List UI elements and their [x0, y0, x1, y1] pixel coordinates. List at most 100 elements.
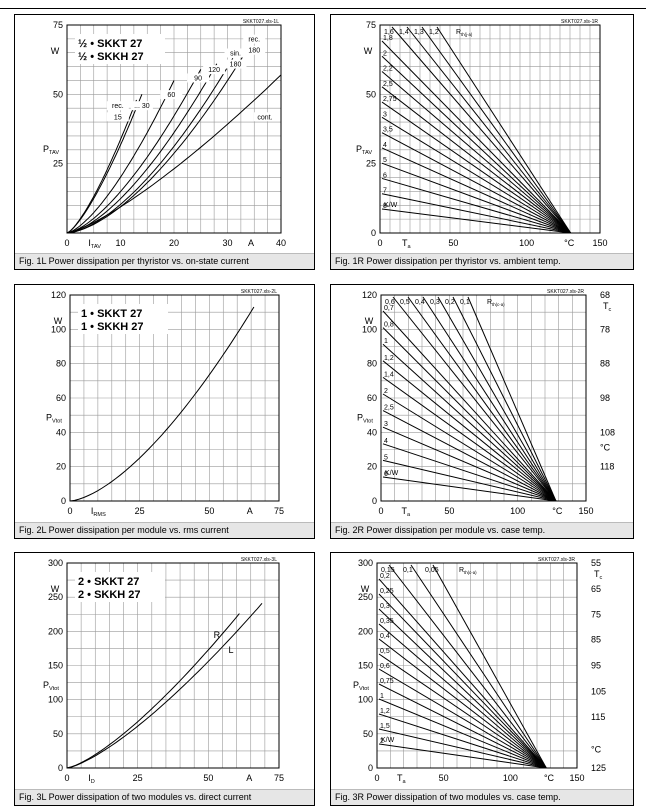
right-tick-label: 55	[591, 558, 601, 568]
right-tick-label: 75	[591, 609, 601, 619]
rth-unit: K/W	[385, 470, 399, 477]
rth-label: 1,5	[380, 723, 390, 730]
y-tick-label: 75	[366, 20, 376, 30]
chart-code: SKKT027.xls-3R	[538, 557, 575, 563]
rth-label: 6	[384, 471, 388, 478]
x-tick-label: 40	[276, 238, 286, 248]
y-tick-label: 150	[358, 661, 373, 671]
y-axis-label-main: P	[357, 413, 363, 423]
legend-entry: 2 • SKKH 27	[78, 589, 141, 601]
x-axis-label: Ta	[397, 773, 407, 785]
rth-label: 1	[384, 338, 388, 345]
rth-label: 0,7	[384, 305, 394, 312]
rth-line	[381, 193, 571, 234]
rth-line	[452, 296, 557, 502]
rth-axis-label-main: R	[459, 567, 464, 574]
right-axis-label-main: T	[603, 301, 609, 311]
chart-3L-svg: SKKT027.xls-3L 0 50 100 150 200 250 300 0 25 50 75 W…	[43, 557, 284, 785]
rth-label: 1	[380, 693, 384, 700]
rth-label: 0,2	[445, 299, 455, 306]
label-bg	[243, 45, 266, 55]
y-axis-label: PTAV	[43, 144, 59, 156]
series-line	[66, 602, 263, 769]
rth-label: 0,1	[460, 299, 470, 306]
x-axis-label-main: I	[91, 506, 94, 516]
rth-axis-label-sub: th(c-a)	[464, 570, 477, 575]
right-tick-label: 125	[591, 763, 606, 773]
rth-label: 4	[383, 142, 387, 149]
series-label-L: L	[228, 645, 233, 655]
rth-label: 1,6	[384, 29, 394, 36]
rth-label: 0,35	[380, 618, 394, 625]
x-tick-label: 75	[274, 506, 284, 516]
rth-line	[381, 55, 572, 234]
rth-line	[378, 728, 547, 769]
series-line	[69, 306, 255, 502]
x-tick-label: 50	[204, 506, 214, 516]
right-axis-label-main: T	[594, 569, 600, 579]
rth-line	[381, 147, 571, 234]
x-tick-label: 100	[510, 506, 525, 516]
rth-line	[382, 343, 557, 502]
y-axis-label: PVtot	[46, 413, 62, 425]
x-tick-label: 20	[169, 238, 179, 248]
series-line	[66, 58, 234, 234]
rth-line	[421, 26, 572, 234]
rth-line	[388, 564, 547, 769]
y-tick-label: 120	[51, 290, 66, 300]
legend-entry: 1 • SKKH 27	[81, 321, 144, 333]
y-tick-label: 0	[371, 228, 376, 238]
rth-label: 0,6	[380, 663, 390, 670]
rth-label: 1,3	[414, 29, 424, 36]
rth-line	[381, 208, 571, 234]
legend-entry: 1 • SKKT 27	[81, 308, 142, 320]
rth-label: 2,5	[384, 405, 394, 412]
x-tick-label: 0	[378, 506, 383, 516]
rth-label: 0,5	[380, 648, 390, 655]
x-axis-label-sub: a	[403, 779, 407, 785]
chart-2R-svg: SKKT027.xls-2R 0 20 40 60 80 100 120 0 50 100 150 W P…	[357, 289, 615, 518]
right-tick-label: 118	[600, 462, 614, 472]
y-axis-unit: W	[51, 46, 60, 56]
plot-frame	[380, 294, 587, 502]
rth-line	[378, 638, 547, 769]
series-line	[66, 94, 143, 234]
x-tick-label: 150	[569, 773, 584, 783]
rth-line	[381, 177, 571, 234]
rth-label: 0,75	[380, 678, 394, 685]
y-axis-label: PVtot	[353, 680, 369, 692]
y-tick-label: 50	[363, 729, 373, 739]
legend-entry: 2 • SKKT 27	[78, 576, 139, 588]
y-axis-label-sub: Vtot	[363, 419, 373, 425]
rth-label: 0,5	[400, 299, 410, 306]
chart-code: SKKT027.xls-1R	[561, 19, 598, 25]
x-axis-label-sub: a	[408, 244, 412, 250]
y-tick-label: 60	[367, 393, 377, 403]
label-bg	[187, 73, 210, 83]
rth-line	[437, 296, 557, 502]
series-label: sin.	[230, 51, 241, 58]
rth-label: 2	[384, 388, 388, 395]
y-tick-label: 25	[53, 159, 63, 169]
rth-label: 0,25	[380, 588, 394, 595]
right-axis-unit: °C	[591, 745, 602, 755]
rth-line	[432, 564, 547, 769]
rth-label: 0,1	[403, 567, 413, 574]
chart-caption-1R: Fig. 1R Power dissipation per thyristor …	[331, 253, 633, 269]
y-tick-label: 60	[56, 393, 66, 403]
series-label: cont.	[257, 114, 272, 121]
x-axis-label: ITAV	[88, 238, 101, 250]
rth-axis-label: Rth(c-a)	[487, 299, 505, 307]
y-axis-label-main: P	[353, 680, 359, 690]
right-tick-label: 88	[600, 359, 610, 369]
x-axis-label-sub: a	[407, 512, 411, 518]
y-tick-label: 80	[56, 359, 66, 369]
right-axis-label-sub: c	[609, 307, 612, 313]
series-label: rec.	[112, 103, 124, 110]
rth-line	[392, 296, 557, 502]
series-label: ... 30	[134, 103, 150, 110]
y-tick-label: 100	[358, 695, 373, 705]
rth-label: 3,5	[383, 127, 393, 134]
chart-panel-3R: SKKT027.xls-3R 0 50 100 150 200 250 300 0 50 100 15…	[330, 552, 634, 806]
